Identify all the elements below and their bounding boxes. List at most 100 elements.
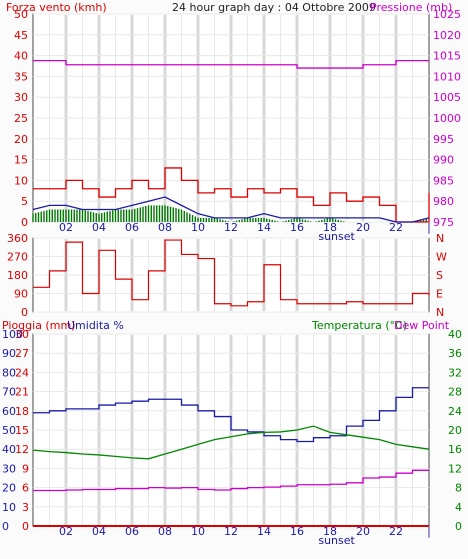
x-tick-label: | xyxy=(427,221,431,234)
dewpoint-axis-title: Dew Point xyxy=(394,319,450,332)
direction-tick-label: 180 xyxy=(7,269,28,282)
wind-tick-label: 20 xyxy=(14,133,28,146)
humidity-tick-label: 20 xyxy=(2,482,16,495)
temperature-tick-label: 28 xyxy=(448,386,462,399)
sunset-label: sunset xyxy=(318,534,355,547)
wind-average-series-line xyxy=(32,196,430,223)
rain-tick-label: 24 xyxy=(15,366,29,379)
x-tick-label: 08 xyxy=(158,221,172,234)
wind-tick-label: 5 xyxy=(21,195,28,208)
chart-title: 24 hour graph day : 04 Ottobre 2009 xyxy=(172,1,376,14)
x-tick-label: 10 xyxy=(191,525,205,538)
dewpoint-series-line xyxy=(33,469,429,492)
direction-tick-label: 360 xyxy=(7,232,28,245)
rain-axis-title: Pioggia (mm) xyxy=(2,319,75,332)
humidity-tick-label: 50 xyxy=(2,424,16,437)
direction-tick-label: 0 xyxy=(21,306,28,319)
pressure-axis-title: Pressione (mb) xyxy=(370,1,452,14)
pressure-tick-label: 975 xyxy=(433,216,454,229)
humidity-tick-label: 30 xyxy=(2,462,16,475)
wind-tick-label: 30 xyxy=(14,91,28,104)
rain-tick-label: 0 xyxy=(22,520,29,533)
temperature-tick-label: 16 xyxy=(448,443,462,456)
direction-series-line xyxy=(33,239,430,307)
temperature-tick-label: 36 xyxy=(448,347,462,360)
x-tick-label: 16 xyxy=(290,221,304,234)
compass-label: N xyxy=(436,232,444,245)
humidity-tick-label: 10 xyxy=(2,501,16,514)
pressure-tick-label: 985 xyxy=(433,174,454,187)
pressure-tick-label: 990 xyxy=(433,154,454,167)
compass-label: E xyxy=(436,288,443,301)
rain-tick-label: 27 xyxy=(15,347,29,360)
x-tick-label: 04 xyxy=(92,221,106,234)
x-tick-label: 14 xyxy=(257,525,271,538)
sunset-label: sunset xyxy=(318,230,355,243)
x-tick-label: 08 xyxy=(158,525,172,538)
humidity-tick-label: 70 xyxy=(2,386,16,399)
pressure-tick-label: 1015 xyxy=(433,50,461,63)
x-tick-label: 22 xyxy=(389,525,403,538)
wind-tick-label: 45 xyxy=(14,29,28,42)
x-tick-label: 12 xyxy=(224,525,238,538)
compass-label: W xyxy=(436,251,447,264)
pressure-tick-label: 1005 xyxy=(433,91,461,104)
rain-tick-label: 9 xyxy=(22,462,29,475)
pressure-tick-label: 980 xyxy=(433,195,454,208)
compass-label: S xyxy=(436,269,443,282)
pressure-series-line xyxy=(33,59,429,69)
pressure-tick-label: 1020 xyxy=(433,29,461,42)
temperature-tick-label: 20 xyxy=(448,424,462,437)
temperature-series-line xyxy=(32,425,430,460)
x-tick-label: 06 xyxy=(125,525,139,538)
wind-tick-label: 40 xyxy=(14,50,28,63)
rain-tick-label: 21 xyxy=(15,386,29,399)
rain-tick-label: 18 xyxy=(15,405,29,418)
humidity-tick-label: 40 xyxy=(2,443,16,456)
humidity-tick-label: 90 xyxy=(2,347,16,360)
x-tick-label: 20 xyxy=(356,221,370,234)
wind-axis-title: Forza vento (kmh) xyxy=(6,1,107,14)
wind-tick-label: 15 xyxy=(14,154,28,167)
x-tick-label: 18 xyxy=(323,221,337,234)
humidity-series-line xyxy=(33,387,429,443)
x-tick-label: 02 xyxy=(59,525,73,538)
direction-tick-label: 270 xyxy=(7,251,28,264)
rain-tick-label: 6 xyxy=(22,482,29,495)
x-tick-label: 04 xyxy=(92,525,106,538)
rain-tick-label: 12 xyxy=(15,443,29,456)
wind-tick-label: 10 xyxy=(14,174,28,187)
pressure-tick-label: 995 xyxy=(433,133,454,146)
x-tick-label: 06 xyxy=(125,221,139,234)
x-tick-label: 16 xyxy=(290,525,304,538)
wind-tick-label: 25 xyxy=(14,112,28,125)
temperature-tick-label: 0 xyxy=(455,520,462,533)
temperature-tick-label: 24 xyxy=(448,405,462,418)
direction-tick-label: 90 xyxy=(14,288,28,301)
wind-tick-label: 0 xyxy=(21,216,28,229)
temperature-tick-label: 4 xyxy=(455,501,462,514)
pressure-tick-label: 1025 xyxy=(433,8,461,21)
pressure-tick-label: 1000 xyxy=(433,112,461,125)
x-tick-label: 22 xyxy=(389,221,403,234)
axis-labels: 0510152025303540455097598098599099510001… xyxy=(2,8,462,547)
x-tick-label: | xyxy=(427,525,431,538)
wind-tick-label: 50 xyxy=(14,8,28,21)
humidity-tick-label: 80 xyxy=(2,366,16,379)
x-tick-label: 14 xyxy=(257,221,271,234)
x-tick-label: 20 xyxy=(356,525,370,538)
humidity-tick-label: 60 xyxy=(2,405,16,418)
x-tick-label: 12 xyxy=(224,221,238,234)
rain-tick-label: 30 xyxy=(15,328,29,341)
rain-tick-label: 3 xyxy=(22,501,29,514)
rain-tick-label: 15 xyxy=(15,424,29,437)
humidity-tick-label: 0 xyxy=(2,520,9,533)
temperature-tick-label: 8 xyxy=(455,482,462,495)
humidity-axis-title: Umidita % xyxy=(67,319,124,332)
temperature-tick-label: 32 xyxy=(448,366,462,379)
x-tick-label: 10 xyxy=(191,221,205,234)
temperature-tick-label: 12 xyxy=(448,462,462,475)
compass-label: N xyxy=(436,306,444,319)
